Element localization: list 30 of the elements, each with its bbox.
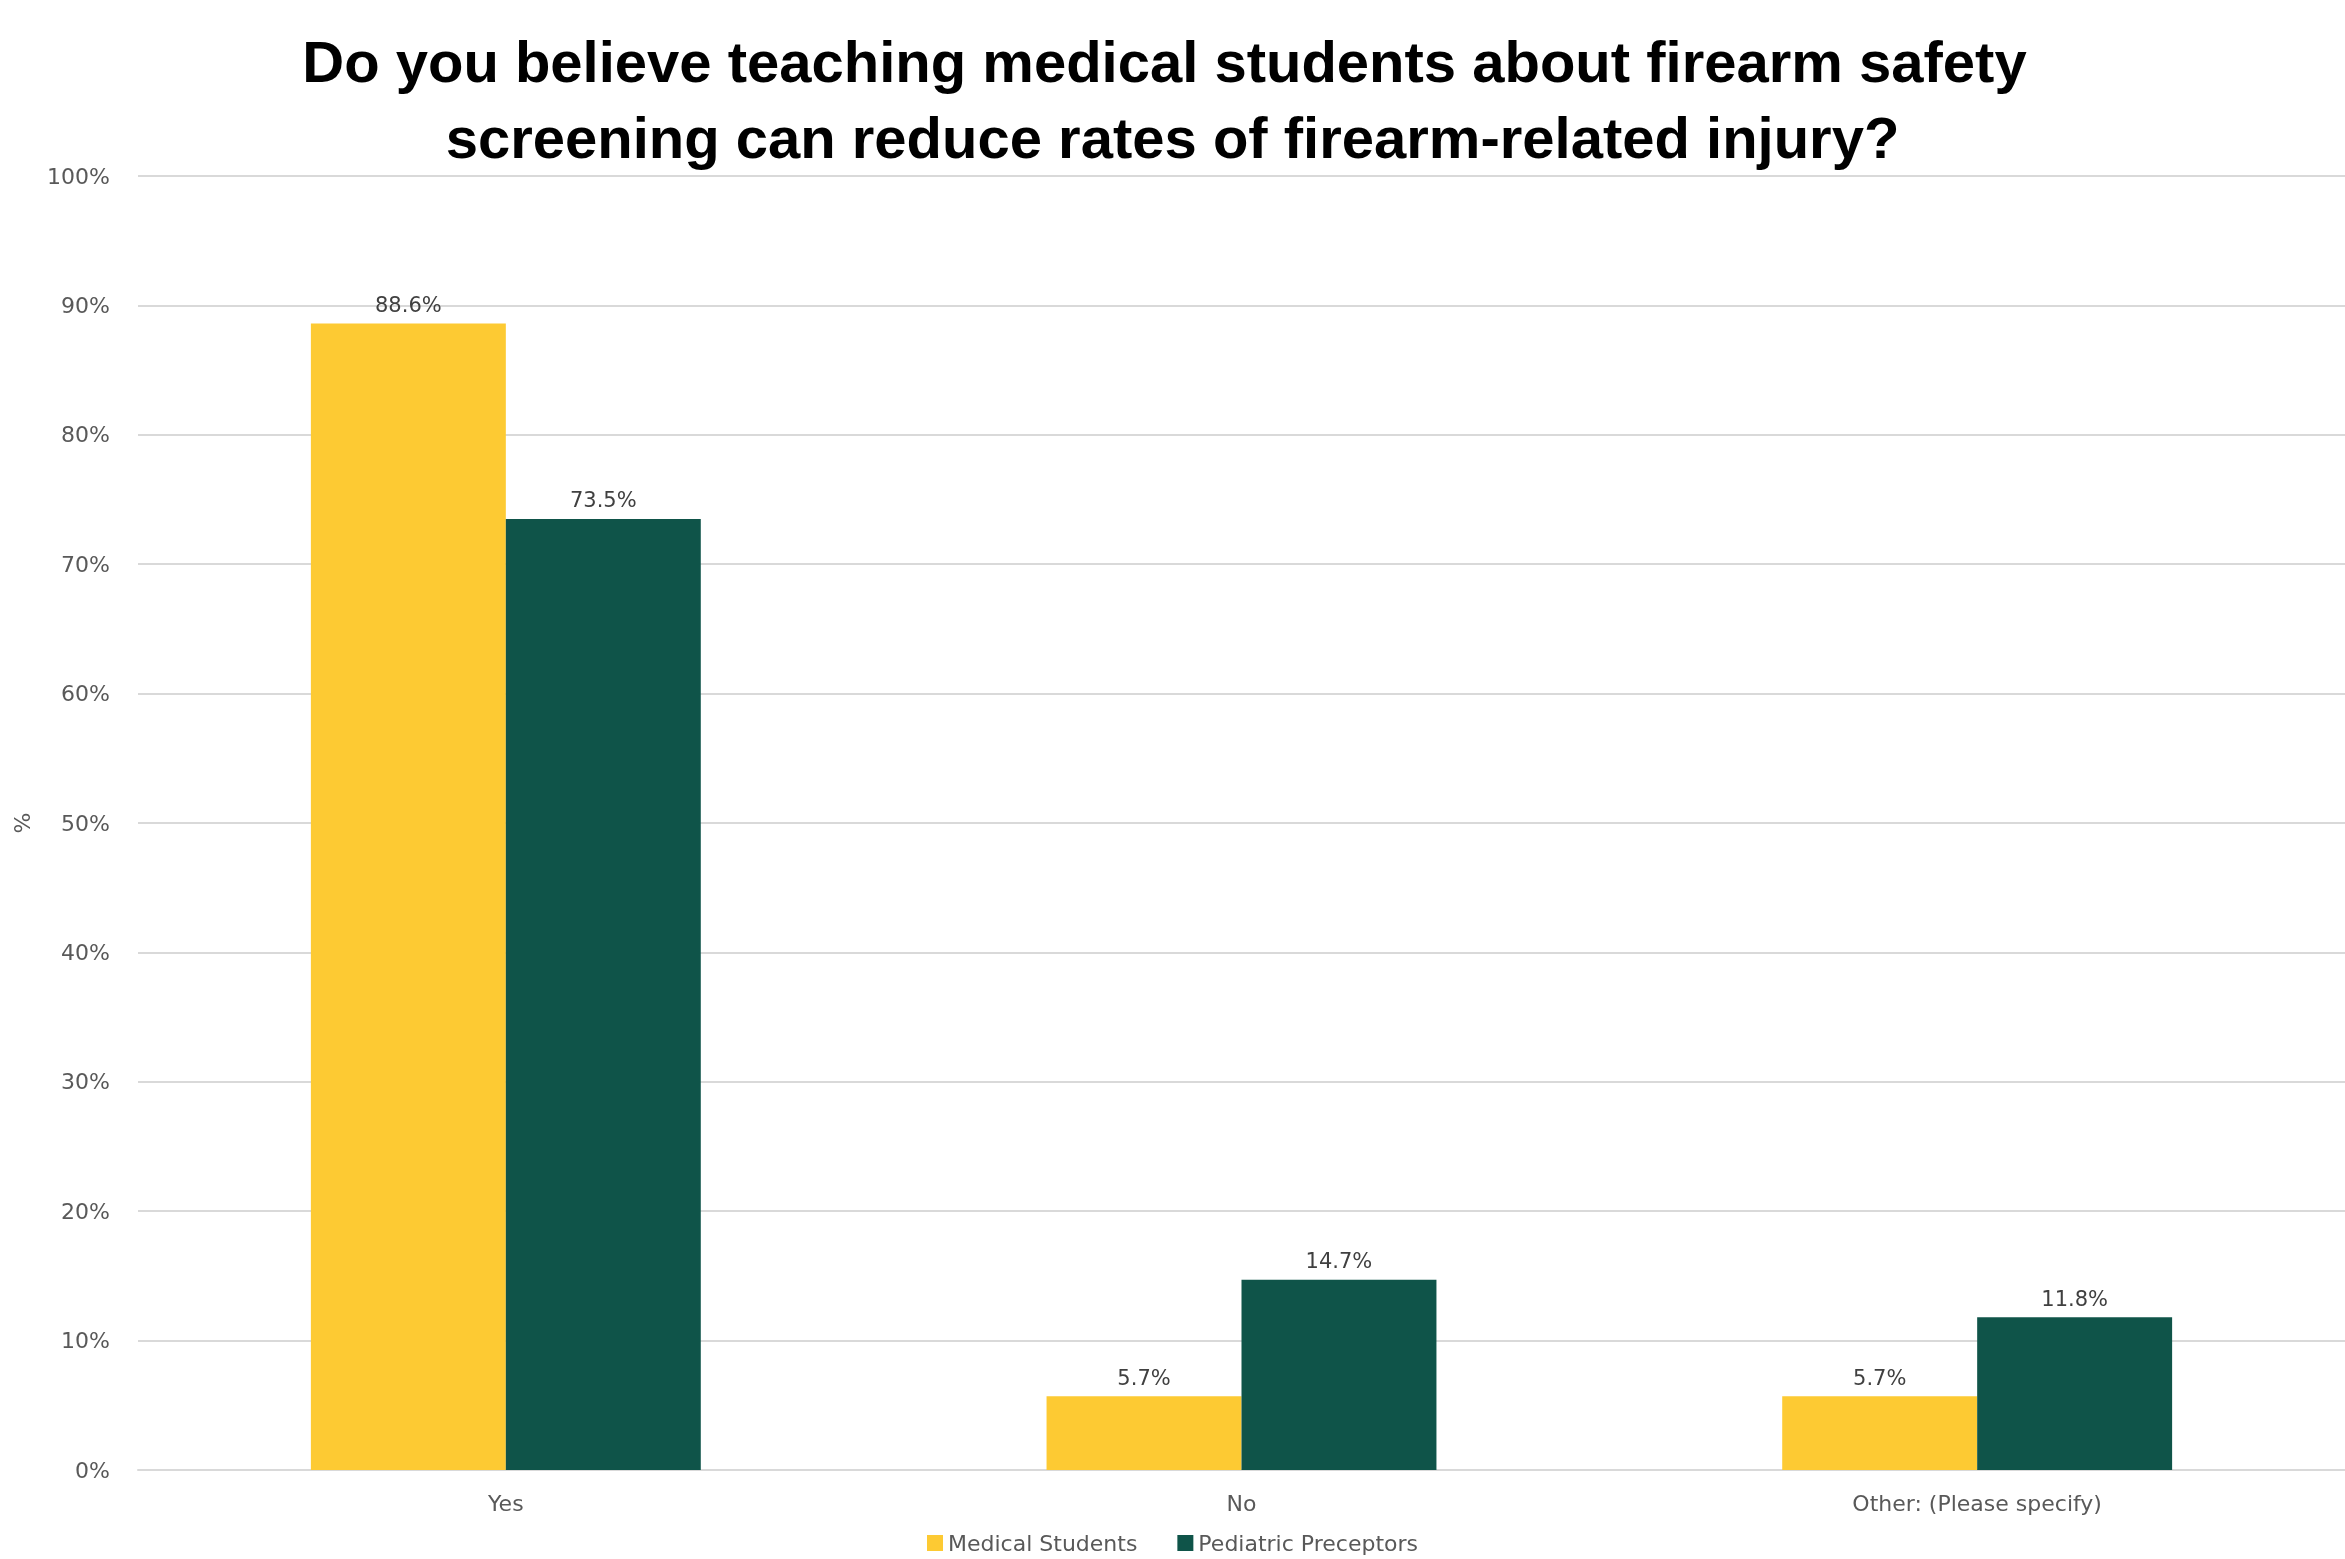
- data-label: 88.6%: [375, 293, 442, 318]
- y-tick-label: 80%: [61, 422, 110, 448]
- legend-label: Medical Students: [948, 1530, 1138, 1556]
- y-tick-label: 0%: [75, 1457, 110, 1483]
- bar: [1782, 1396, 1978, 1470]
- bar: [1241, 1279, 1437, 1470]
- legend-label: Pediatric Preceptors: [1198, 1530, 1418, 1556]
- y-tick-label: 90%: [61, 292, 110, 318]
- y-tick-label: 60%: [61, 681, 110, 707]
- bar: [310, 323, 506, 1470]
- bar: [505, 518, 701, 1470]
- y-tick-label: 40%: [61, 939, 110, 965]
- data-label: 5.7%: [1117, 1365, 1171, 1390]
- data-label: 14.7%: [1305, 1249, 1373, 1274]
- x-tick-label: No: [1226, 1490, 1257, 1516]
- y-tick-label: 70%: [61, 551, 110, 577]
- y-tick-label: 20%: [61, 1198, 110, 1224]
- x-tick-label: Other: (Please specify): [1852, 1490, 2102, 1516]
- y-tick-label: 10%: [61, 1328, 110, 1354]
- chart-title: Do you believe teaching medical students about firearm safety screening can reduce rates of firearm-related injury?: [302, 28, 2043, 170]
- y-tick-label: 100%: [47, 163, 110, 189]
- data-label: 11.8%: [2041, 1286, 2108, 1311]
- data-label: 5.7%: [1853, 1365, 1907, 1390]
- x-tick-label: Yes: [487, 1490, 524, 1516]
- bar: [1977, 1317, 2173, 1470]
- data-label: 73.5%: [569, 488, 637, 513]
- y-tick-label: 30%: [61, 1069, 110, 1095]
- y-tick-label: 50%: [61, 810, 110, 836]
- bar: [1046, 1396, 1242, 1470]
- y-axis-title: %: [9, 812, 35, 834]
